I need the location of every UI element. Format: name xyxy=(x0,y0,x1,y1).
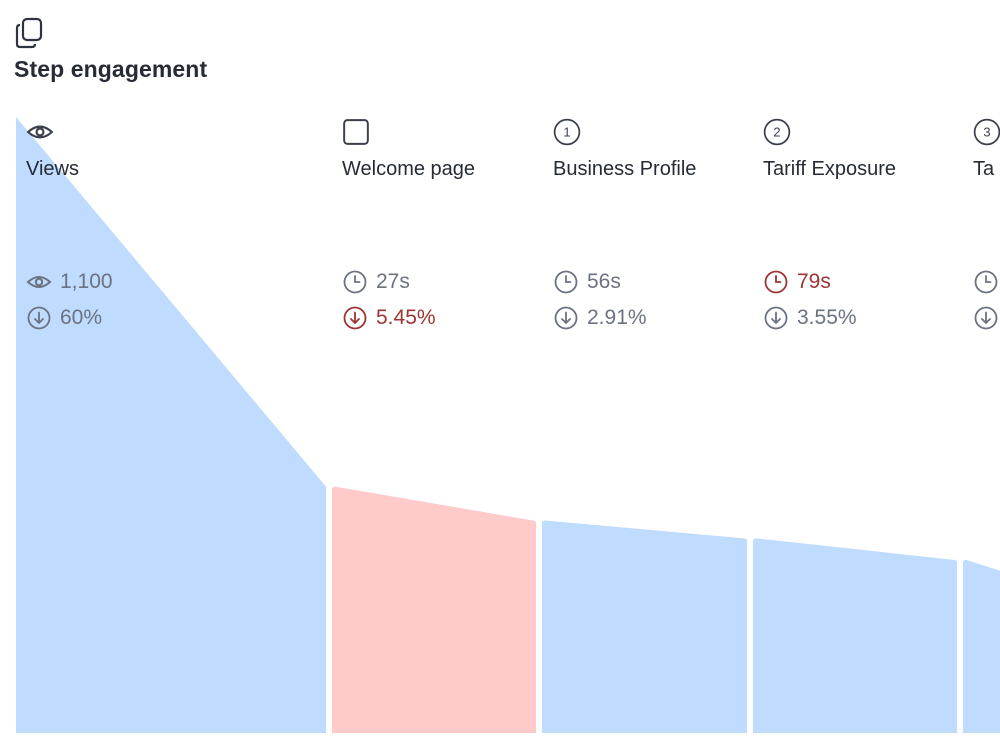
dropoff-stat xyxy=(973,305,1000,331)
clock-icon xyxy=(764,270,788,294)
dropoff-stat: 3.55% xyxy=(763,305,857,331)
copy-icon xyxy=(15,17,43,49)
step-label: Ta xyxy=(973,158,995,180)
step-column: 2 Tariff Exposure 79s 3.55% xyxy=(763,0,973,750)
stat-value: 60% xyxy=(60,306,103,329)
clock-icon xyxy=(554,270,578,294)
step-label: Views xyxy=(26,158,79,180)
dropoff-stat: 2.91% xyxy=(553,305,647,331)
step-label: Tariff Exposure xyxy=(763,158,897,180)
stat-value: 79s xyxy=(797,270,831,293)
step-label: Business Profile xyxy=(553,158,697,180)
stat-value: 5.45% xyxy=(376,306,436,329)
area-segment-4 xyxy=(753,538,957,733)
views-stat: 1,100 xyxy=(26,269,113,295)
step-column: Welcome page 27s 5.45% xyxy=(342,0,552,750)
step-number: 3 xyxy=(983,124,990,139)
step-column: 1 Business Profile 56s 2.91% xyxy=(553,0,763,750)
time-stat xyxy=(973,269,1000,295)
step-1-icon: 1 xyxy=(553,118,581,146)
stat-value: 3.55% xyxy=(797,306,857,329)
area-segment-5 xyxy=(963,559,1000,733)
step-number: 2 xyxy=(773,124,780,139)
dropoff-stat: 5.45% xyxy=(342,305,436,331)
page-title: Step engagement xyxy=(14,56,208,82)
dropoff-icon xyxy=(764,306,788,330)
step-3-icon: 3 xyxy=(973,118,1000,146)
stat-value: 56s xyxy=(587,270,621,293)
step-column: Views 1,100 60% xyxy=(26,0,236,750)
area-segment-2 xyxy=(332,486,536,733)
dropoff-stat: 60% xyxy=(26,305,102,331)
time-stat: 56s xyxy=(553,269,621,295)
dropoff-icon xyxy=(27,306,51,330)
step-label: Welcome page xyxy=(342,158,476,180)
eye-icon xyxy=(26,276,52,288)
step-column: 3 Ta xyxy=(973,0,1000,750)
stat-value: 1,100 xyxy=(60,270,113,293)
eye-icon xyxy=(26,125,54,139)
dropoff-icon xyxy=(554,306,578,330)
clock-icon xyxy=(974,270,998,294)
stat-value: 27s xyxy=(376,270,410,293)
time-stat: 79s xyxy=(763,269,831,295)
step-2-icon: 2 xyxy=(763,118,791,146)
area-segment-1 xyxy=(16,117,326,733)
time-stat: 27s xyxy=(342,269,410,295)
square-icon xyxy=(343,119,369,145)
dropoff-icon xyxy=(343,306,367,330)
step-number: 1 xyxy=(563,124,570,139)
stat-value: 2.91% xyxy=(587,306,647,329)
dropoff-icon xyxy=(974,306,998,330)
area-segment-3 xyxy=(542,520,747,733)
clock-icon xyxy=(343,270,367,294)
